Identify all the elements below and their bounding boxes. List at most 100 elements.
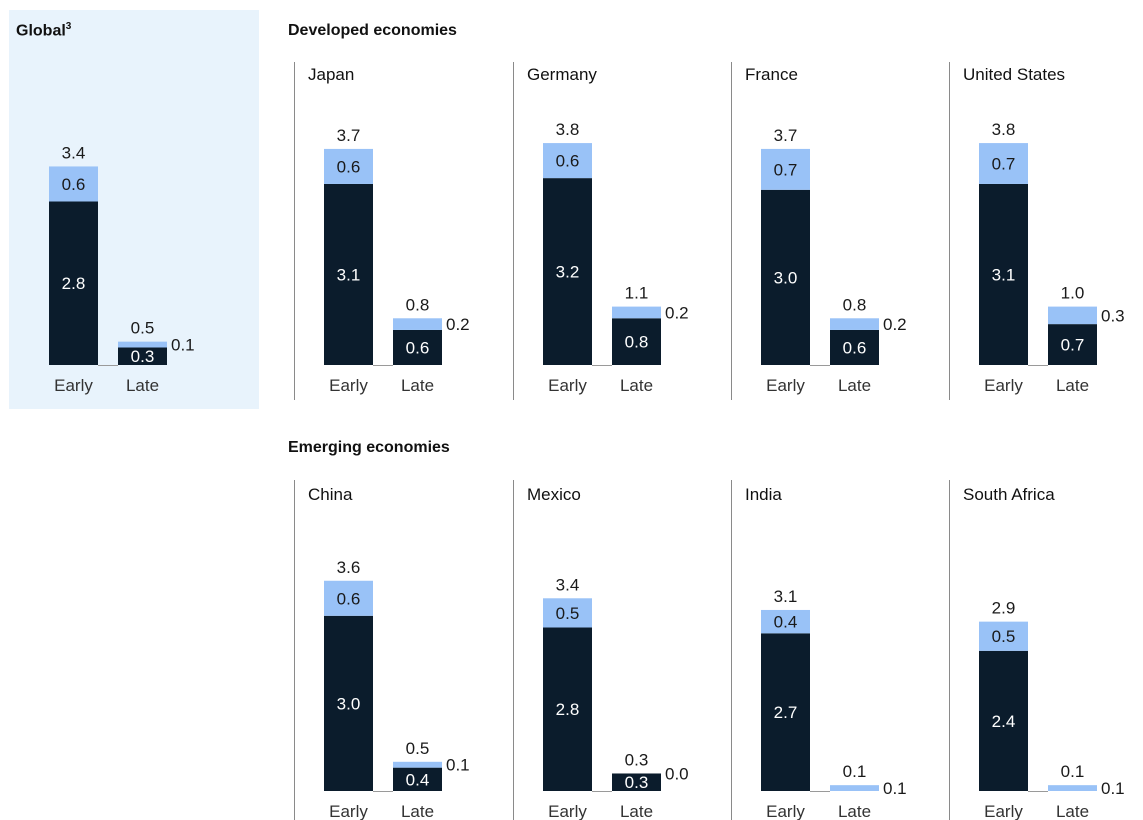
united-states-title: United States — [963, 65, 1065, 84]
global-early-base-label: 2.8 — [62, 274, 86, 293]
mexico-early-base-label: 2.8 — [556, 700, 580, 719]
china-late-bar-top — [393, 761, 442, 768]
china-early-top-label: 0.6 — [337, 589, 361, 608]
south-africa-late-total-label: 0.1 — [1061, 762, 1085, 781]
germany-late-bar-base — [612, 318, 661, 365]
developed-heading: Developed economies — [288, 22, 457, 39]
global-early-top-label: 0.6 — [62, 175, 86, 194]
india-early-base-label: 2.7 — [774, 703, 798, 722]
global-early-total-label: 3.4 — [62, 143, 86, 162]
france-late-category-label: Late — [838, 376, 871, 395]
united-states-late-category-label: Late — [1056, 376, 1089, 395]
mexico-late-bar-base — [612, 773, 661, 791]
global-early-category-label: Early — [54, 376, 93, 395]
japan-early-category-label: Early — [329, 376, 368, 395]
china-title: China — [308, 485, 353, 504]
france-early-top-label: 0.7 — [774, 160, 798, 179]
germany-early-bar-base — [543, 178, 592, 365]
global-heading: Global3 — [16, 21, 71, 40]
united-states-late-bar-top — [1048, 306, 1097, 325]
france-late-bar-top — [830, 318, 879, 330]
japan-early-bar-top — [324, 148, 373, 184]
germany-early-bar-top — [543, 143, 592, 179]
japan-early-base-label: 3.1 — [337, 265, 361, 284]
united-states-early-bar-top — [979, 143, 1028, 184]
india-early-top-label: 0.4 — [774, 613, 798, 632]
united-states-late-bar-base — [1048, 324, 1097, 365]
france-early-total-label: 3.7 — [774, 126, 798, 145]
china-early-category-label: Early — [329, 802, 368, 820]
india-early-total-label: 3.1 — [774, 587, 798, 606]
united-states-late-base-label: 0.7 — [1061, 336, 1085, 355]
germany-early-total-label: 3.8 — [556, 120, 580, 139]
india-early-bar-base — [761, 633, 810, 791]
germany-early-category-label: Early — [548, 376, 587, 395]
china-late-total-label: 0.5 — [406, 739, 430, 758]
china-early-total-label: 3.6 — [337, 558, 361, 577]
mexico-early-bar-top — [543, 598, 592, 628]
japan-late-category-label: Late — [401, 376, 434, 395]
japan-late-total-label: 0.8 — [406, 295, 430, 314]
france-title: France — [745, 65, 798, 84]
japan-late-bar-top — [393, 318, 442, 330]
france-early-base-label: 3.0 — [774, 268, 798, 287]
china-early-bar-top — [324, 580, 373, 616]
mexico-early-total-label: 3.4 — [556, 575, 580, 594]
japan-late-base-label: 0.6 — [406, 338, 430, 357]
china-early-bar-base — [324, 615, 373, 791]
south-africa-early-top-label: 0.5 — [992, 627, 1016, 646]
japan-early-total-label: 3.7 — [337, 126, 361, 145]
mexico-early-top-label: 0.5 — [556, 604, 580, 623]
germany-late-top-label: 0.2 — [665, 303, 689, 322]
india-early-category-label: Early — [766, 802, 805, 820]
south-africa-title: South Africa — [963, 485, 1055, 504]
india-late-top-label: 0.1 — [883, 779, 907, 798]
mexico-late-top-label: 0.0 — [665, 764, 689, 783]
global-early-bar-base — [49, 201, 98, 365]
united-states-early-category-label: Early — [984, 376, 1023, 395]
japan-title: Japan — [308, 65, 354, 84]
mexico-early-category-label: Early — [548, 802, 587, 820]
south-africa-early-bar-top — [979, 621, 1028, 651]
mexico-title: Mexico — [527, 485, 581, 504]
china-late-bar-base — [393, 767, 442, 791]
south-africa-early-base-label: 2.4 — [992, 712, 1016, 731]
germany-early-top-label: 0.6 — [556, 152, 580, 171]
mexico-late-base-label: 0.3 — [625, 773, 649, 792]
france-late-top-label: 0.2 — [883, 315, 907, 334]
south-africa-late-top-label: 0.1 — [1101, 779, 1125, 798]
india-title: India — [745, 485, 782, 504]
global-late-total-label: 0.5 — [131, 319, 155, 338]
india-late-total-label: 0.1 — [843, 762, 867, 781]
china-late-base-label: 0.4 — [406, 770, 430, 789]
france-early-bar-top — [761, 148, 810, 190]
united-states-early-top-label: 0.7 — [992, 155, 1016, 174]
global-late-top-label: 0.1 — [171, 336, 195, 355]
south-africa-early-bar-base — [979, 650, 1028, 791]
japan-late-top-label: 0.2 — [446, 315, 470, 334]
south-africa-early-total-label: 2.9 — [992, 599, 1016, 618]
mexico-early-bar-base — [543, 627, 592, 791]
global-late-bar-top — [118, 341, 167, 348]
united-states-late-top-label: 0.3 — [1101, 306, 1125, 325]
india-early-bar-top — [761, 609, 810, 634]
france-late-total-label: 0.8 — [843, 295, 867, 314]
germany-late-category-label: Late — [620, 376, 653, 395]
china-late-top-label: 0.1 — [446, 756, 470, 775]
japan-late-bar-base — [393, 329, 442, 365]
germany-late-bar-top — [612, 306, 661, 319]
south-africa-late-category-label: Late — [1056, 802, 1089, 820]
france-early-bar-base — [761, 189, 810, 365]
emerging-heading: Emerging economies — [288, 439, 450, 456]
united-states-early-base-label: 3.1 — [992, 265, 1016, 284]
south-africa-late-bar-top — [1048, 785, 1097, 791]
united-states-late-total-label: 1.0 — [1061, 284, 1085, 303]
france-late-base-label: 0.6 — [843, 338, 867, 357]
united-states-early-total-label: 3.8 — [992, 120, 1016, 139]
global-heading-text: Global — [16, 22, 66, 40]
france-early-category-label: Early — [766, 376, 805, 395]
global-late-bar-base — [118, 347, 167, 365]
india-late-category-label: Late — [838, 802, 871, 820]
mexico-late-total-label: 0.3 — [625, 750, 649, 769]
